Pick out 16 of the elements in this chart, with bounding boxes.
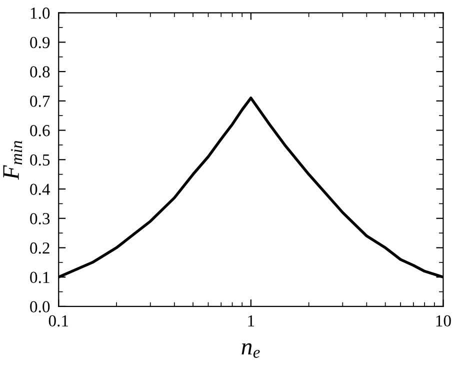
y-tick-label: 0.6: [30, 124, 50, 136]
y-tick-label: 0.2: [30, 242, 50, 254]
x-tick-label: 10: [436, 315, 451, 327]
y-tick-label: 0.5: [30, 154, 50, 166]
x-tick-label: 1: [248, 315, 254, 326]
y-tick-label: 0.8: [30, 66, 50, 78]
y-tick-label: 1.0: [30, 8, 50, 19]
y-tick-label: 0.4: [30, 184, 50, 196]
y-tick-label: 0.3: [30, 213, 50, 224]
y-tick-label: 0.9: [30, 36, 50, 48]
y-axis-title: F$_{min}$: [3, 140, 22, 180]
x-axis-title: n$_{e}$: [242, 343, 260, 358]
x-tick-label: 0.1: [48, 315, 68, 327]
y-tick-label: 0.0: [30, 301, 50, 312]
y-tick-label: 0.7: [30, 96, 50, 107]
y-tick-label: 0.1: [30, 272, 50, 284]
